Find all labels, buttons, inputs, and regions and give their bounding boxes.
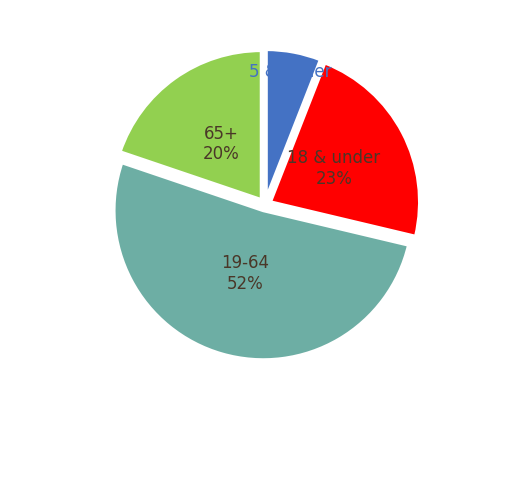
Text: 5 & under
6%: 5 & under 6% <box>249 63 331 101</box>
Wedge shape <box>120 50 262 200</box>
Wedge shape <box>266 49 321 199</box>
Text: 65+
20%: 65+ 20% <box>203 124 240 163</box>
Text: 18 & under
23%: 18 & under 23% <box>287 149 381 188</box>
Text: 19-64
52%: 19-64 52% <box>221 254 269 293</box>
Wedge shape <box>270 63 420 237</box>
Wedge shape <box>114 162 409 360</box>
Text: AGE DISTRIBUTION OF POPULATION: AGE DISTRIBUTION OF POPULATION <box>48 0 517 4</box>
